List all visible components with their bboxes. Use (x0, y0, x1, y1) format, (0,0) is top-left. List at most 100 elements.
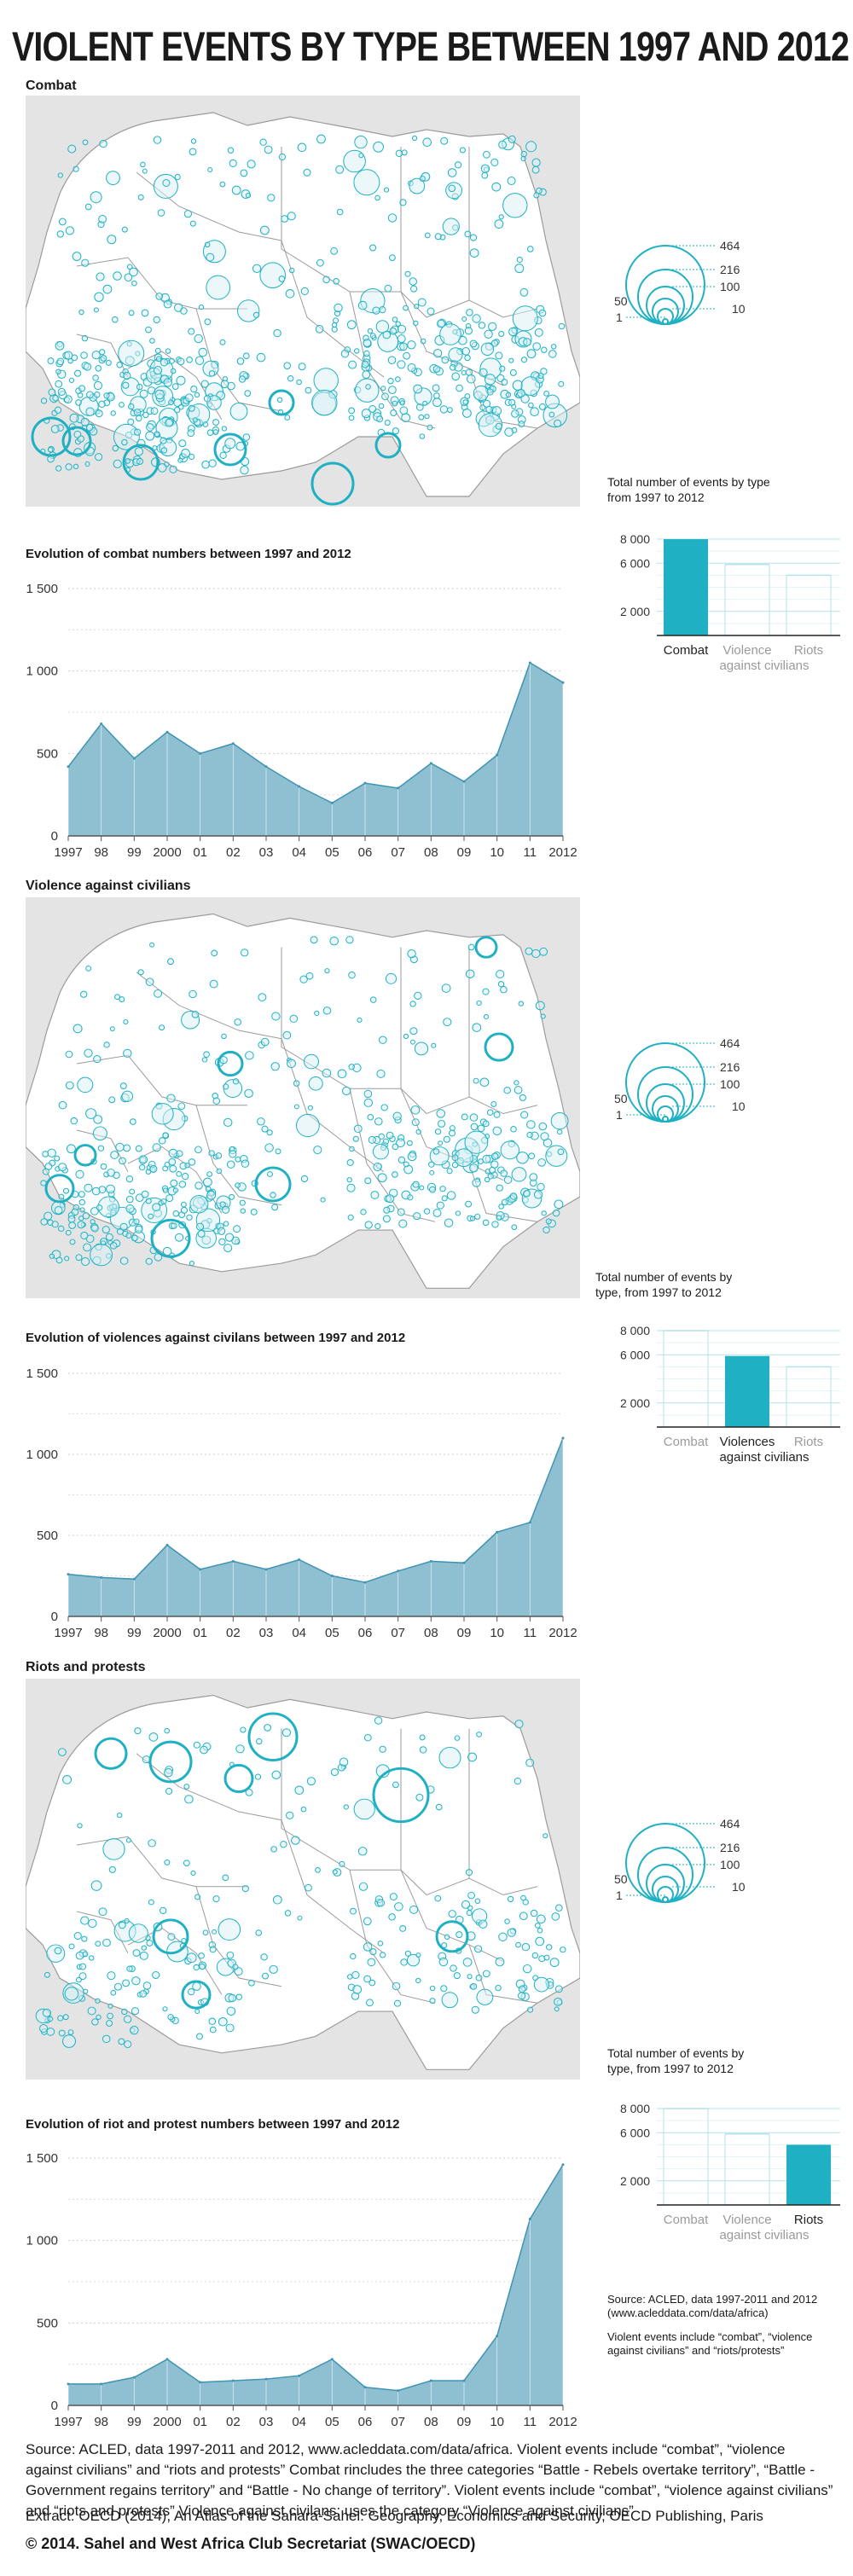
event-circle (148, 1732, 159, 1742)
event-circle (507, 1928, 516, 1937)
y-tick-label: 500 (37, 1529, 58, 1543)
event-circle (382, 330, 392, 339)
event-circle (411, 1118, 420, 1127)
event-circle (157, 463, 167, 473)
event-circle (297, 1915, 303, 1921)
event-circle (42, 1168, 49, 1175)
event-circle (194, 1146, 202, 1154)
event-circle (409, 177, 426, 194)
event-circle (182, 1173, 189, 1181)
event-circle (130, 2026, 139, 2035)
event-circle (276, 397, 283, 403)
event-circle (479, 1077, 490, 1088)
bar-category-label: Combat (664, 2213, 709, 2227)
event-circle (255, 1929, 263, 1936)
event-circle (469, 234, 478, 241)
event-circle (415, 1952, 421, 1958)
event-circle (543, 1226, 550, 1234)
event-circle (57, 387, 66, 396)
event-circle (324, 968, 330, 974)
event-circle (48, 388, 56, 397)
event-circle (439, 323, 461, 345)
event-circle (73, 1024, 83, 1034)
event-circle (136, 415, 142, 422)
event-circle (449, 1125, 456, 1131)
event-circle (119, 1222, 128, 1231)
event-circle (293, 1080, 300, 1087)
event-circle (313, 368, 339, 393)
event-circle (233, 1225, 241, 1233)
event-circle (289, 267, 295, 274)
event-circle (436, 1109, 446, 1118)
event-circle (329, 937, 339, 946)
bar-category-label: Riots (794, 1435, 823, 1449)
event-circle (299, 975, 308, 983)
event-circle (516, 1152, 529, 1164)
event-circle (358, 1882, 368, 1891)
country-border (76, 1054, 247, 1106)
event-circle-large (268, 389, 295, 416)
event-circle (514, 1778, 522, 1785)
event-circle (67, 2029, 74, 2035)
event-circle (206, 1190, 217, 1200)
event-circle (244, 1088, 253, 1099)
event-circle-large (152, 1918, 189, 1955)
event-circle (66, 1144, 76, 1154)
event-circle (92, 374, 99, 381)
event-circle (414, 304, 420, 310)
event-circle (438, 1746, 461, 1769)
x-tick-label: 2000 (153, 1626, 181, 1640)
event-circle (503, 1175, 513, 1184)
event-circle (208, 2017, 217, 2025)
event-circle (83, 1988, 89, 1994)
event-circle (165, 1194, 174, 1203)
event-circle (389, 327, 397, 335)
event-circle (177, 1102, 186, 1111)
event-circle (58, 1193, 65, 1200)
event-circle (426, 424, 433, 431)
event-circle (507, 177, 516, 185)
event-circle (498, 331, 505, 337)
event-circle (270, 1192, 276, 1198)
event-circle (443, 1135, 450, 1143)
event-circle (305, 1883, 312, 1892)
event-circle (110, 410, 116, 416)
x-tick-label: 1997 (54, 1626, 82, 1640)
event-circle (550, 1111, 569, 1130)
legend-label: 1 (616, 310, 623, 324)
event-circle (221, 426, 227, 432)
country-border (468, 947, 538, 1115)
y-tick-label: 500 (37, 2316, 58, 2330)
event-circle (192, 1981, 201, 1991)
event-circle (381, 392, 389, 401)
event-circle (146, 423, 154, 432)
x-tick-label: 08 (424, 845, 438, 860)
event-circle (526, 1131, 533, 1139)
event-circle (229, 403, 248, 421)
event-circle (102, 1938, 111, 1947)
event-circle (523, 1190, 531, 1198)
event-circle (162, 1187, 169, 1193)
event-circle (368, 1979, 376, 1987)
event-circle (285, 289, 295, 299)
event-circle (389, 254, 396, 262)
event-circle (534, 1923, 541, 1929)
event-circle (363, 1089, 373, 1099)
event-circle (153, 136, 162, 144)
event-circle (501, 1198, 508, 1206)
event-circle (84, 1048, 93, 1058)
event-circle (396, 1138, 405, 1148)
event-circle (90, 1219, 96, 1225)
event-circle (229, 159, 237, 168)
footer-source: Source: ACLED, data 1997-2011 and 2012, … (26, 2441, 833, 2519)
data-point (462, 1561, 466, 1564)
event-circle (202, 421, 209, 427)
event-circle (349, 1146, 355, 1152)
event-circle (206, 252, 215, 262)
x-tick-label: 07 (391, 845, 405, 860)
event-circle (165, 348, 171, 354)
event-circle (199, 1963, 206, 1970)
event-circle (548, 350, 557, 358)
event-circle (448, 184, 456, 193)
event-circle (119, 402, 125, 408)
